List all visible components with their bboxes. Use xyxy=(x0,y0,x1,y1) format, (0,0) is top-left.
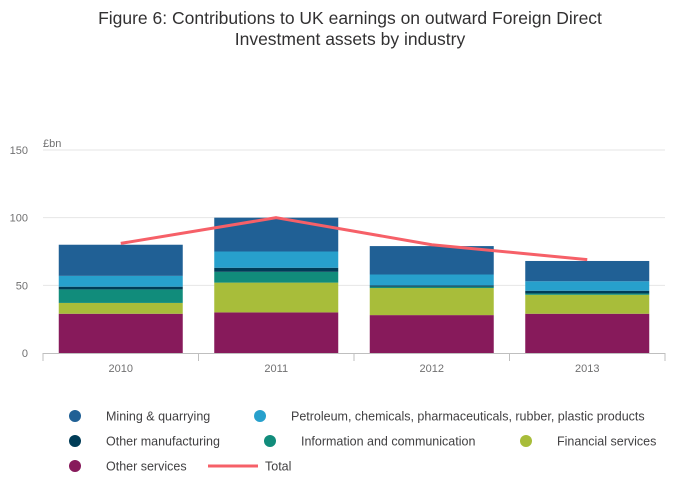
bar-segment xyxy=(525,281,650,291)
legend-dot-symbol xyxy=(264,435,276,447)
legend-dot-symbol xyxy=(254,410,266,422)
bar-segment xyxy=(214,312,339,353)
legend-label: Financial services xyxy=(557,435,656,449)
bar-segment xyxy=(369,285,494,287)
bar-segment xyxy=(369,274,494,286)
bar-segment xyxy=(214,282,339,313)
bar-segment xyxy=(58,289,183,303)
bar-segment xyxy=(369,288,494,316)
bar-segment xyxy=(369,315,494,353)
x-tick-label: 2012 xyxy=(420,363,444,375)
x-tick-label: 2013 xyxy=(575,363,599,375)
bar-segment xyxy=(58,313,183,353)
bar-segment xyxy=(58,275,183,287)
bar-segment xyxy=(58,286,183,290)
legend-dot-symbol xyxy=(69,460,81,472)
legend-label: Petroleum, chemicals, pharmaceuticals, r… xyxy=(291,410,645,424)
bar-segment xyxy=(214,217,339,252)
bar-segment xyxy=(214,271,339,283)
total-line xyxy=(120,216,588,262)
bar-segment xyxy=(214,251,339,268)
bar-segment xyxy=(525,260,650,282)
legend-dot-symbol xyxy=(69,410,81,422)
chart-title-line-2: Investment assets by industry xyxy=(235,29,466,49)
y-tick-label: 0 xyxy=(22,348,28,360)
y-tick-label: 50 xyxy=(16,280,28,292)
legend-label: Mining & quarrying xyxy=(106,410,210,424)
x-tick-label: 2011 xyxy=(264,363,288,375)
bar-segment xyxy=(58,302,183,314)
legend-dot-symbol xyxy=(520,435,532,447)
y-tick-label: 100 xyxy=(10,213,28,225)
legend-label: Information and communication xyxy=(301,435,475,449)
bar-segment xyxy=(214,267,339,272)
x-tick-label: 2010 xyxy=(109,363,133,375)
bar-segment xyxy=(369,286,494,289)
bar-segment xyxy=(525,290,650,294)
legend-dot-symbol xyxy=(69,435,81,447)
legend-label: Total xyxy=(265,460,291,474)
legend-label: Other manufacturing xyxy=(106,435,220,449)
bar-segment xyxy=(58,244,183,276)
bar-segment xyxy=(525,293,650,295)
total-line-layer xyxy=(120,216,588,262)
legend-label: Other services xyxy=(106,460,187,474)
bar-segment xyxy=(525,313,650,353)
bars xyxy=(58,217,650,353)
chart-title-line-1: Figure 6: Contributions to UK earnings o… xyxy=(98,8,602,28)
bar-segment xyxy=(525,294,650,314)
axes: 0 50 100 150 2010 2011 2012 2013 xyxy=(10,145,666,375)
y-tick-label: 150 xyxy=(10,145,28,157)
y-axis-unit-label: £bn xyxy=(43,138,61,150)
bar-segment xyxy=(369,246,494,275)
legend: Mining & quarrying Petroleum, chemicals, … xyxy=(69,410,656,474)
